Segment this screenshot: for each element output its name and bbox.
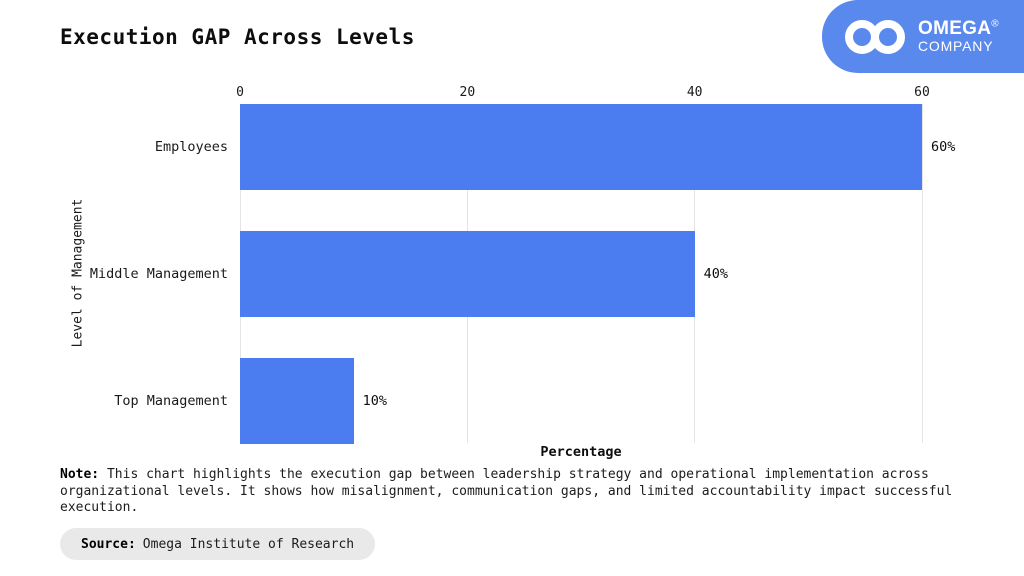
source-label: Source:	[81, 536, 136, 552]
page-title: Execution GAP Across Levels	[60, 25, 415, 49]
plot-area: 60% 40% 10%	[239, 104, 955, 444]
brand-subname: COMPANY	[918, 38, 994, 55]
category-label: Top Management	[114, 393, 228, 409]
category-label: Employees	[154, 139, 228, 155]
infinity-icon	[843, 17, 907, 57]
bar-value-label: 10%	[362, 393, 388, 409]
bar-value-label: 40%	[703, 266, 729, 282]
gridline	[921, 104, 923, 443]
brand-name: OMEGA®	[918, 18, 999, 40]
x-axis-label: Percentage	[540, 444, 622, 460]
x-tick-label: 40	[686, 85, 703, 100]
source-text: Omega Institute of Research	[142, 536, 355, 552]
source-pill: Source: Omega Institute of Research	[60, 528, 376, 560]
x-axis-ticks: 0 20 40 60	[236, 85, 930, 101]
note-label: Note:	[60, 467, 100, 482]
bar	[240, 358, 354, 444]
bar-row: 60%	[240, 104, 955, 190]
bar	[240, 104, 922, 190]
bar-row: 10%	[240, 358, 922, 444]
bar	[240, 231, 695, 317]
bar-row: 40%	[240, 231, 922, 317]
brand-text: OMEGA® COMPANY	[918, 19, 999, 54]
category-labels: Employees Middle Management Top Management	[0, 104, 228, 443]
x-tick-label: 60	[914, 85, 930, 100]
x-tick-label: 0	[236, 85, 244, 100]
bar-value-label: 60%	[931, 139, 956, 155]
note-text: Note: This chart highlights the executio…	[60, 467, 965, 517]
category-label: Middle Management	[89, 266, 228, 282]
gridline	[694, 104, 696, 443]
x-tick-label: 20	[459, 85, 476, 100]
note-body: This chart highlights the execution gap …	[60, 467, 953, 515]
registered-mark: ®	[991, 18, 999, 30]
brand-logo: OMEGA® COMPANY	[822, 0, 1024, 73]
